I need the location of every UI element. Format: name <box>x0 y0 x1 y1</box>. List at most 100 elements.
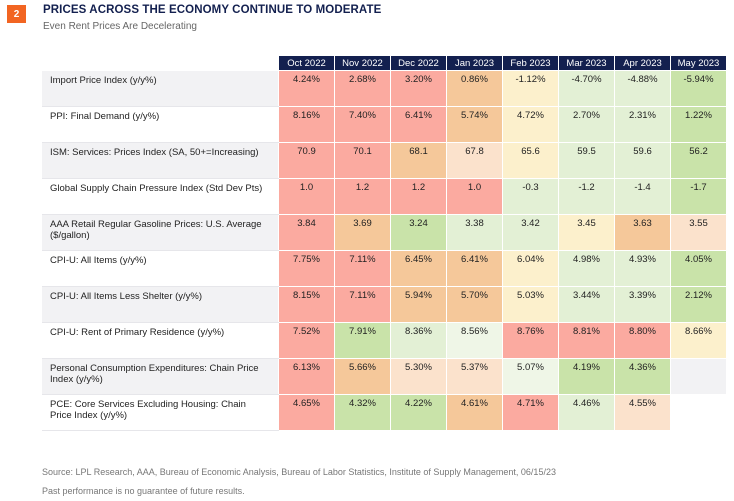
column-header: Jan 2023 <box>446 56 503 71</box>
heatmap-cell: 6.13% <box>278 357 335 395</box>
heatmap-cell: 3.69 <box>334 213 391 251</box>
heatmap-cell: -4.70% <box>558 70 615 107</box>
column-header: May 2023 <box>670 56 727 71</box>
heatmap-cell: 5.66% <box>334 357 391 395</box>
table-row: Personal Consumption Expenditures: Chain… <box>42 357 727 395</box>
heatmap-cell: 2.68% <box>334 70 391 107</box>
heatmap-table: Oct 2022 Nov 2022 Dec 2022 Jan 2023 Feb 2023… <box>42 56 727 431</box>
heatmap-cell: 5.94% <box>390 285 447 323</box>
heatmap-cell: 8.15% <box>278 285 335 323</box>
heatmap-cell: -1.4 <box>614 177 671 215</box>
column-header: Apr 2023 <box>614 56 671 71</box>
heatmap-cell: -1.2 <box>558 177 615 215</box>
heatmap-cell: 3.20% <box>390 70 447 107</box>
heatmap-cell: 4.19% <box>558 357 615 395</box>
heatmap-cell: 4.93% <box>614 249 671 287</box>
table-row: ISM: Services: Prices Index (SA, 50+=Inc… <box>42 141 727 179</box>
heatmap-cell: 1.2 <box>390 177 447 215</box>
column-header: Mar 2023 <box>558 56 615 71</box>
heatmap-cell: -4.88% <box>614 70 671 107</box>
column-header: Nov 2022 <box>334 56 391 71</box>
heatmap-cell: 6.04% <box>502 249 559 287</box>
heatmap-cell: 70.1 <box>334 141 391 179</box>
heatmap-cell: 1.0 <box>278 177 335 215</box>
heatmap-cell: 8.76% <box>502 321 559 359</box>
heatmap-cell: 8.56% <box>446 321 503 359</box>
heatmap-cell: 59.5 <box>558 141 615 179</box>
row-label: ISM: Services: Prices Index (SA, 50+=Inc… <box>42 142 279 179</box>
heatmap-cell: 4.98% <box>558 249 615 287</box>
heatmap-cell: -1.12% <box>502 70 559 107</box>
heatmap-cell: 6.41% <box>390 105 447 143</box>
table-row: PPI: Final Demand (y/y%) 8.16% 7.40% 6.41% 5… <box>42 105 727 143</box>
table-row: CPI-U: All Items (y/y%) 7.75% 7.11% 6.45% 6.… <box>42 249 727 287</box>
heatmap-cell: 7.75% <box>278 249 335 287</box>
table-row: CPI-U: Rent of Primary Residence (y/y%) 7… <box>42 321 727 359</box>
heatmap-cell: 3.24 <box>390 213 447 251</box>
heatmap-cell: 8.66% <box>670 321 727 359</box>
heatmap-cell: 4.32% <box>334 393 391 431</box>
heatmap-cell: 7.91% <box>334 321 391 359</box>
heatmap-cell: 4.55% <box>614 393 671 431</box>
heatmap-cell: 2.70% <box>558 105 615 143</box>
column-header: Feb 2023 <box>502 56 559 71</box>
heatmap-cell: 1.22% <box>670 105 727 143</box>
heatmap-cell: 4.71% <box>502 393 559 431</box>
heatmap-cell: 5.07% <box>502 357 559 395</box>
heatmap-cell: 56.2 <box>670 141 727 179</box>
heatmap-cell: 7.52% <box>278 321 335 359</box>
row-label: Global Supply Chain Pressure Index (Std … <box>42 178 279 215</box>
column-header: Dec 2022 <box>390 56 447 71</box>
heatmap-cell: 4.36% <box>614 357 671 395</box>
heatmap-cell: 8.81% <box>558 321 615 359</box>
heatmap-cell: -1.7 <box>670 177 727 215</box>
heatmap-cell: 5.74% <box>446 105 503 143</box>
heatmap-cell: 3.45 <box>558 213 615 251</box>
heatmap-cell: 4.05% <box>670 249 727 287</box>
heatmap-cell: 8.80% <box>614 321 671 359</box>
heatmap-cell: 4.65% <box>278 393 335 431</box>
table-row: Import Price Index (y/y%) 4.24% 2.68% 3.20%… <box>42 70 727 107</box>
heatmap-cell: 6.45% <box>390 249 447 287</box>
row-label: Import Price Index (y/y%) <box>42 70 279 107</box>
heatmap-cell: 5.37% <box>446 357 503 395</box>
heatmap-cell: 3.39% <box>614 285 671 323</box>
row-label: CPI-U: All Items (y/y%) <box>42 250 279 287</box>
heatmap-cell: 3.55 <box>670 213 727 251</box>
source-note: Source: LPL Research, AAA, Bureau of Eco… <box>42 467 556 477</box>
table-row: AAA Retail Regular Gasoline Prices: U.S.… <box>42 213 727 251</box>
heatmap-cell: 67.8 <box>446 141 503 179</box>
row-label: AAA Retail Regular Gasoline Prices: U.S.… <box>42 214 279 251</box>
header-blank <box>42 56 279 71</box>
heatmap-cell: 3.38 <box>446 213 503 251</box>
heatmap-cell: 8.16% <box>278 105 335 143</box>
heatmap-cell <box>670 357 727 395</box>
table-row: PCE: Core Services Excluding Housing: Ch… <box>42 393 727 431</box>
header-row: Oct 2022 Nov 2022 Dec 2022 Jan 2023 Feb 2023… <box>42 56 727 71</box>
table-row: CPI-U: All Items Less Shelter (y/y%) 8.15… <box>42 285 727 323</box>
heatmap-cell: 7.11% <box>334 249 391 287</box>
heatmap-cell: 8.36% <box>390 321 447 359</box>
heatmap-cell: 1.2 <box>334 177 391 215</box>
heatmap-cell: 4.61% <box>446 393 503 431</box>
heatmap-cell: -5.94% <box>670 70 727 107</box>
heatmap-cell: 0.86% <box>446 70 503 107</box>
figure-number-badge: 2 <box>7 5 26 23</box>
heatmap-cell: 3.84 <box>278 213 335 251</box>
row-label: CPI-U: Rent of Primary Residence (y/y%) <box>42 322 279 359</box>
row-label: PCE: Core Services Excluding Housing: Ch… <box>42 394 279 431</box>
heatmap-cell: 6.41% <box>446 249 503 287</box>
heatmap-cell: 4.22% <box>390 393 447 431</box>
heatmap-cell: 1.0 <box>446 177 503 215</box>
heatmap-cell: 3.63 <box>614 213 671 251</box>
table-row: Global Supply Chain Pressure Index (Std … <box>42 177 727 215</box>
heatmap-cell: 4.24% <box>278 70 335 107</box>
disclaimer: Past performance is no guarantee of futu… <box>42 486 245 496</box>
heatmap-cell: 5.03% <box>502 285 559 323</box>
heatmap-cell: 3.44% <box>558 285 615 323</box>
heatmap-cell: 70.9 <box>278 141 335 179</box>
heatmap-cell: 59.6 <box>614 141 671 179</box>
heatmap-cell: 7.11% <box>334 285 391 323</box>
row-label: CPI-U: All Items Less Shelter (y/y%) <box>42 286 279 323</box>
